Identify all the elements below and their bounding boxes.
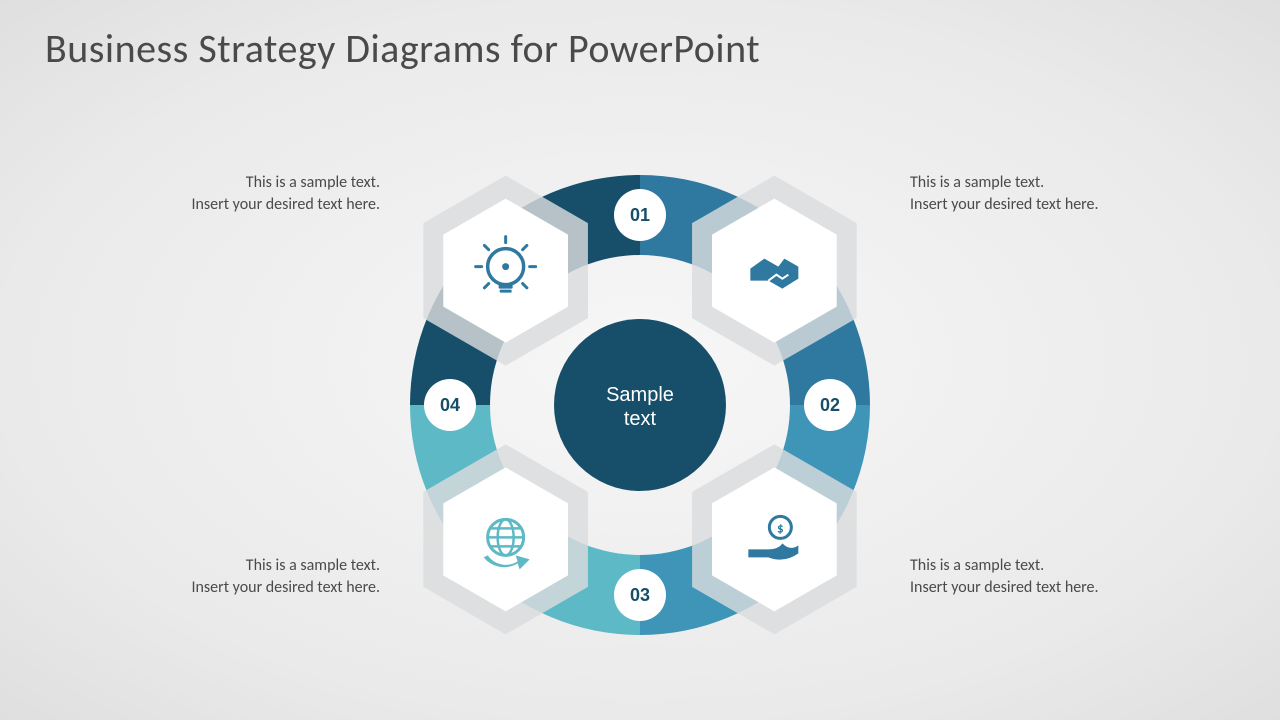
badge-number: 02 [820,395,840,415]
badge-number: 03 [630,585,650,605]
caption-line: This is a sample text. [910,172,1170,194]
caption-line: Insert your desired text here. [910,577,1170,599]
caption-line: This is a sample text. [910,555,1170,577]
badge-number: 01 [630,205,650,225]
strategy-ring-diagram: $01020304Sampletext [340,105,940,705]
caption-top-right: This is a sample text. Insert your desir… [910,172,1170,215]
badge-number: 04 [440,395,460,415]
page-title: Business Strategy Diagrams for PowerPoin… [45,24,760,73]
svg-text:$: $ [777,521,784,536]
caption-line: Insert your desired text here. [910,194,1170,216]
caption-bottom-right: This is a sample text. Insert your desir… [910,555,1170,598]
